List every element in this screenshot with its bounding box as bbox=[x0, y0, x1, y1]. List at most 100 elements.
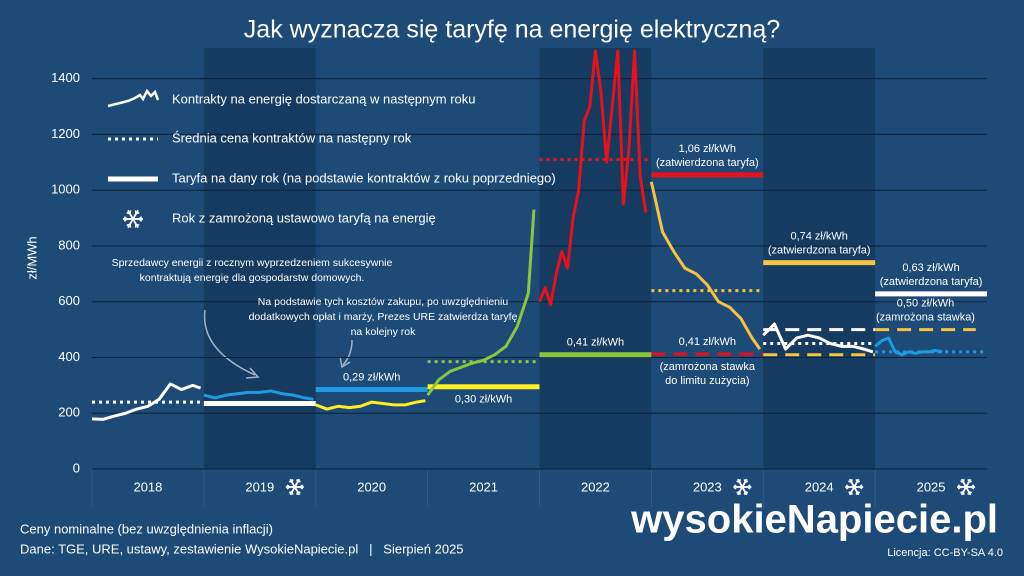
contract-line bbox=[426, 209, 536, 396]
y-tick-label: 1000 bbox=[51, 182, 80, 197]
x-tick-label: 2020 bbox=[357, 479, 386, 494]
legend-label: Kontrakty na energię dostarczaną w nastę… bbox=[172, 91, 476, 106]
snowflake-tip bbox=[288, 480, 293, 484]
level-label: 0,50 zł/kWh bbox=[897, 298, 954, 310]
level-label: 0,41 zł/kWh bbox=[679, 336, 736, 348]
level-label: (zatwierdzona taryfa) bbox=[880, 276, 983, 288]
snowflake-tip bbox=[296, 479, 299, 483]
legend-label: Taryfa na dany rok (na podstawie kontrak… bbox=[172, 170, 556, 185]
annotation-arrow bbox=[342, 339, 353, 366]
snowflake-tip bbox=[859, 484, 863, 488]
x-tick-label: 2021 bbox=[469, 479, 498, 494]
snowflake-arm bbox=[294, 478, 301, 488]
y-tick-label: 0 bbox=[73, 460, 80, 475]
snowflake-arm bbox=[132, 218, 139, 229]
snowflake-tip bbox=[126, 211, 131, 215]
snowflake-tip bbox=[855, 479, 858, 483]
legend-icon bbox=[107, 88, 160, 108]
snowflake-tip bbox=[848, 480, 852, 484]
contract-line bbox=[538, 49, 648, 307]
snowflake-tip bbox=[736, 480, 740, 484]
contract-line bbox=[649, 181, 762, 350]
contract-line bbox=[315, 399, 426, 411]
logo: wysokieNapiecie.pl bbox=[630, 498, 998, 542]
snowflake-tip bbox=[957, 486, 962, 490]
y-tick-label: 400 bbox=[58, 349, 80, 364]
footer-source: Dane: TGE, URE, ustawy, zestawienie Wyso… bbox=[20, 541, 464, 556]
snowflake bbox=[123, 209, 143, 229]
level-label: 0,30 zł/kWh bbox=[455, 394, 512, 406]
legend-label: Rok z zamrożoną ustawowo taryfą na energ… bbox=[172, 210, 436, 225]
snowflake-tip bbox=[968, 490, 972, 494]
contract-line bbox=[203, 389, 314, 401]
x-tick-label: 2025 bbox=[917, 479, 946, 494]
chart-title: Jak wyznacza się taryfę na energię elekt… bbox=[244, 16, 780, 44]
snowflake-arm bbox=[853, 486, 860, 496]
x-tick-label: 2018 bbox=[133, 479, 162, 494]
contract-line bbox=[91, 382, 202, 421]
snowflake-tip bbox=[135, 223, 140, 227]
snowflake-tip bbox=[134, 210, 137, 214]
snowflake-arm bbox=[741, 486, 748, 496]
snowflake-arm bbox=[960, 478, 967, 488]
y-tick-label: 200 bbox=[58, 405, 80, 420]
snowflake-tip bbox=[129, 224, 132, 228]
annotation-arrowhead bbox=[245, 367, 260, 379]
legend-label: Średnia cena kontraktów na następny rok bbox=[172, 130, 412, 145]
annotation: dodatkowych opłat i marży, Prezes URE za… bbox=[249, 311, 518, 323]
snowflake-arm bbox=[294, 486, 301, 496]
snowflake bbox=[845, 478, 864, 496]
snowflake-arm bbox=[965, 478, 972, 488]
snowflake-arm bbox=[737, 478, 744, 488]
snowflake-tip bbox=[960, 480, 964, 484]
snowflake-tip bbox=[850, 491, 853, 495]
snowflake-tip bbox=[970, 484, 975, 488]
contract-line bbox=[874, 336, 943, 357]
level-label: (zamrożona stawka) bbox=[876, 312, 975, 324]
annotation: na kolejny rok bbox=[351, 326, 417, 338]
y-tick-label: 1400 bbox=[51, 70, 80, 85]
snowflake-tip bbox=[297, 490, 301, 494]
level-label: 0,63 zł/kWh bbox=[902, 262, 959, 274]
snowflake-tip bbox=[744, 490, 749, 494]
annotation-arrowhead bbox=[339, 356, 351, 369]
snowflake-arm bbox=[132, 209, 139, 220]
snowflake-tip bbox=[738, 491, 741, 495]
annotation: kontraktują energię dla gospodarstw domo… bbox=[140, 272, 365, 284]
snowflake-tip bbox=[286, 486, 290, 490]
snowflake-arm bbox=[741, 478, 748, 488]
snowflake bbox=[733, 478, 752, 496]
snowflake-tip bbox=[747, 484, 751, 488]
snowflake-tip bbox=[138, 216, 143, 220]
annotation-arrow bbox=[203, 309, 256, 376]
snowflake-tip bbox=[299, 484, 304, 488]
snowflake-arm bbox=[848, 478, 855, 488]
x-tick-label: 2023 bbox=[693, 479, 722, 494]
snowflake-arm bbox=[127, 209, 134, 220]
snowflake-arm bbox=[853, 478, 860, 488]
legend: Kontrakty na energię dostarczaną w nastę… bbox=[107, 88, 556, 229]
snowflake-tip bbox=[734, 486, 738, 490]
snowflake-arm bbox=[737, 486, 744, 496]
level-label: (zatwierdzona taryfa) bbox=[768, 245, 871, 257]
snowflake bbox=[285, 478, 304, 496]
level-label: (zatwierdzona taryfa) bbox=[656, 157, 759, 169]
snowflake-arm bbox=[848, 486, 855, 496]
year-band bbox=[763, 48, 876, 469]
snowflake-tip bbox=[962, 491, 965, 495]
snowflake-tip bbox=[845, 486, 850, 490]
level-label: do limitu zużycia) bbox=[665, 375, 749, 387]
year-band bbox=[203, 48, 316, 469]
level-label: 0,29 zł/kWh bbox=[343, 371, 400, 383]
snowflake-arm bbox=[960, 486, 967, 496]
x-tick-label: 2024 bbox=[805, 479, 834, 494]
level-label: 0,74 zł/kWh bbox=[790, 231, 847, 243]
level-label: 1,06 zł/kWh bbox=[679, 143, 736, 155]
y-tick-label: 1200 bbox=[51, 126, 80, 141]
y-axis-label: zł/MWh bbox=[24, 236, 39, 279]
snowflake-tip bbox=[743, 479, 746, 483]
level-label: 0,41 zł/kWh bbox=[567, 337, 624, 349]
